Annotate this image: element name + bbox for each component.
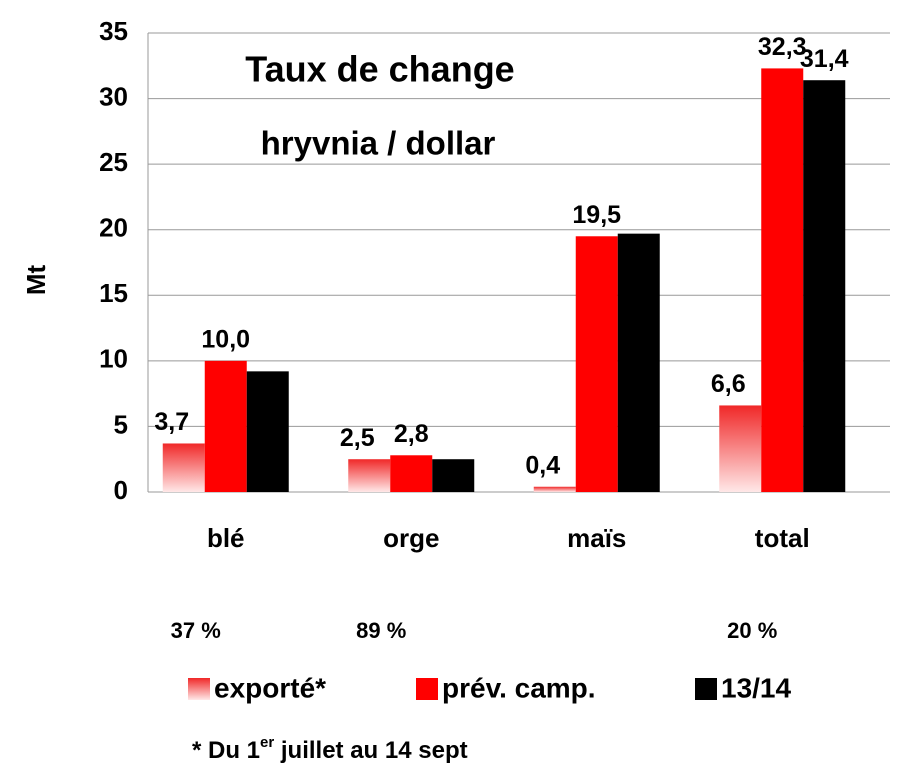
- bar: [761, 68, 804, 492]
- x-tick-label: total: [755, 523, 810, 553]
- bar: [533, 486, 576, 492]
- y-tick-label: 35: [99, 16, 128, 46]
- footnote-sup: er: [260, 734, 274, 751]
- data-label: 0,4: [525, 451, 560, 479]
- legend-label: 13/14: [721, 672, 791, 703]
- legend-swatch: [188, 678, 210, 700]
- x-tick-label: blé: [207, 523, 245, 553]
- footnote: * Du 1er juillet au 14 sept: [192, 734, 468, 764]
- data-label: 19,5: [572, 201, 621, 229]
- annotation-line: hryvnia / dollar: [261, 125, 496, 162]
- bar: [432, 459, 475, 492]
- data-label: 31,4: [800, 45, 849, 73]
- x-tick-label: orge: [383, 523, 439, 553]
- annotation: 37 %: [171, 618, 221, 643]
- bar: [575, 236, 618, 492]
- y-tick-label: 0: [114, 475, 128, 505]
- footnote-text: * Du 1: [192, 737, 260, 764]
- bar: [390, 455, 433, 492]
- y-tick-label: 25: [99, 147, 128, 177]
- legend-label: exporté*: [214, 672, 326, 703]
- y-axis-label: Mt: [21, 265, 51, 296]
- annotation: 20 %: [727, 618, 777, 643]
- bar: [204, 360, 247, 492]
- data-label: 2,8: [394, 420, 429, 448]
- bar: [719, 405, 762, 492]
- x-tick-label: maïs: [567, 523, 626, 553]
- y-tick-label: 10: [99, 344, 128, 374]
- data-label: 2,5: [340, 424, 375, 452]
- bar: [617, 233, 660, 493]
- legend-label: prév. camp.: [442, 672, 596, 703]
- data-label: 3,7: [154, 408, 189, 436]
- bar: [246, 371, 289, 492]
- annotation-line: Taux de change: [245, 49, 514, 90]
- bar: [803, 80, 846, 492]
- data-label: 6,6: [711, 370, 746, 398]
- y-tick-label: 5: [114, 409, 128, 439]
- y-tick-label: 15: [99, 278, 128, 308]
- data-label: 32,3: [758, 33, 807, 61]
- legend-swatch: [416, 678, 438, 700]
- annotation: 89 %: [356, 618, 406, 643]
- data-label: 10,0: [201, 325, 250, 353]
- y-tick-label: 20: [99, 213, 128, 243]
- bar: [348, 459, 391, 492]
- bar: [162, 443, 205, 492]
- legend-swatch: [695, 678, 717, 700]
- y-tick-label: 30: [99, 81, 128, 111]
- footnote-text: juillet au 14 sept: [274, 737, 467, 764]
